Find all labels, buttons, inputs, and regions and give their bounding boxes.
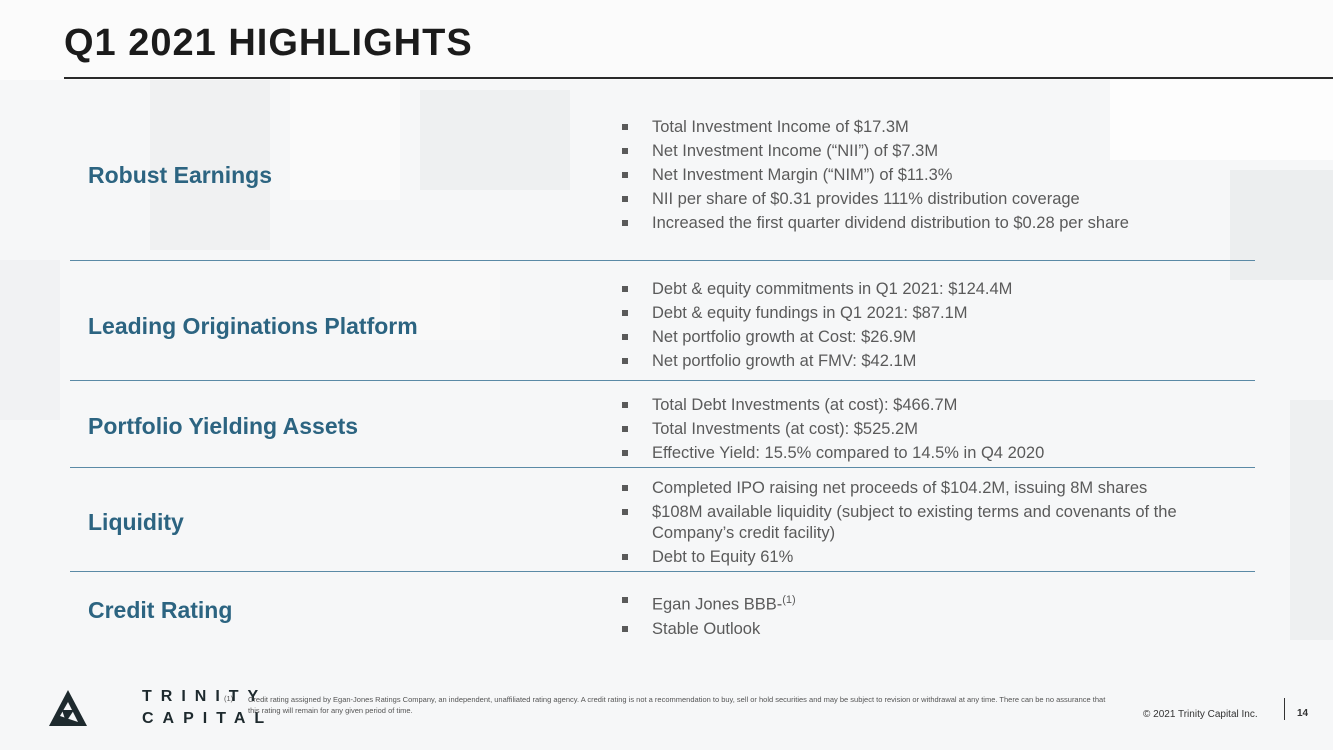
trinity-capital-logo: TRINITY CAPITAL [48,688,264,733]
copyright: © 2021 Trinity Capital Inc. [1143,709,1258,720]
bullet-list-leading-originations: Debt & equity commitments in Q1 2021: $1… [622,279,1242,375]
bullet-item: Total Debt Investments (at cost): $466.7… [622,395,1242,416]
bullet-list-liquidity: Completed IPO raising net proceeds of $1… [622,478,1242,571]
logo-text-line1: TRINITY [142,688,268,705]
section-label-robust-earnings: Robust Earnings [88,162,273,188]
section-divider [70,260,1255,261]
bullet-item: Total Investment Income of $17.3M [622,117,1242,138]
bullet-text: Egan Jones BBB- [652,595,783,614]
bullet-item: Stable Outlook [622,619,1242,640]
page-number: 14 [1297,708,1309,719]
footnote-text: Credit rating assigned by Egan-Jones Rat… [248,695,1106,715]
bullet-item: Debt & equity fundings in Q1 2021: $87.1… [622,303,1242,324]
bullet-item: Net portfolio growth at FMV: $42.1M [622,351,1242,372]
bullet-item: Completed IPO raising net proceeds of $1… [622,478,1242,499]
bullet-item: Effective Yield: 15.5% compared to 14.5%… [622,443,1242,464]
bullet-item: Total Investments (at cost): $525.2M [622,419,1242,440]
bullet-item: Debt & equity commitments in Q1 2021: $1… [622,279,1242,300]
bullet-list-credit-rating: Egan Jones BBB-(1) Stable Outlook [622,590,1242,643]
page-divider [1284,698,1285,720]
section-label-portfolio-yielding: Portfolio Yielding Assets [88,413,359,439]
section-divider [70,380,1255,381]
title-underline [64,77,1333,79]
bullet-item: $108M available liquidity (subject to ex… [622,502,1242,544]
bullet-item: NII per share of $0.31 provides 111% dis… [622,189,1242,210]
bullet-list-portfolio-yielding: Total Debt Investments (at cost): $466.7… [622,395,1242,467]
bullet-list-robust-earnings: Total Investment Income of $17.3M Net In… [622,117,1242,237]
page-title: Q1 2021 HIGHLIGHTS [64,22,473,64]
bullet-item: Egan Jones BBB-(1) [622,590,1242,616]
bullet-item: Debt to Equity 61% [622,547,1242,568]
section-divider [70,571,1255,572]
footnote-marker: (1) [782,594,796,606]
section-divider [70,467,1255,468]
logo-mark-icon [49,690,87,726]
footnote-number: (1) [224,694,234,703]
bullet-item: Increased the first quarter dividend dis… [622,213,1132,234]
bullet-item: Net Investment Income (“NII”) of $7.3M [622,141,1242,162]
bullet-item: Net Investment Margin (“NIM”) of $11.3% [622,165,1242,186]
logo-text-line2: CAPITAL [142,710,274,727]
section-label-leading-originations: Leading Originations Platform [88,313,418,339]
bullet-item: Net portfolio growth at Cost: $26.9M [622,327,1242,348]
section-label-liquidity: Liquidity [88,509,184,535]
section-label-credit-rating: Credit Rating [88,597,233,623]
